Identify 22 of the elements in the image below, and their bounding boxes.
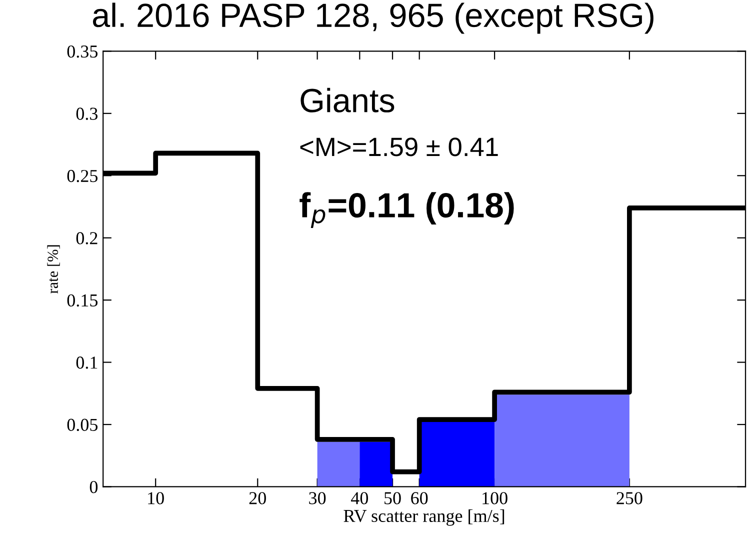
x-tick-label: 40 [350,492,368,504]
x-tick-label: 20 [249,492,266,504]
y-tick-label: 0.3 [76,108,98,120]
chart-title: al. 2016 PASP 128, 965 (except RSG) [92,2,654,34]
x-axis-title: RV scatter range [m/s] [344,509,504,526]
x-tick-label: 30 [309,492,326,504]
y-axis-title: rate [%] [47,245,60,294]
x-tick-label: 50 [384,492,401,504]
x-tick-label: 10 [148,492,164,504]
annotation: Giants [300,88,394,112]
y-tick-label: 0.2 [76,232,98,244]
x-tick-label: 250 [616,492,642,504]
y-tick-label: 0.15 [67,294,98,307]
y-tick-label: 0.35 [67,45,98,58]
x-tick-label: 100 [482,492,508,504]
y-tick-label: 0.25 [67,170,98,182]
annotation: <M>=1.59 ± 0.41 [300,138,498,156]
annotation: f$_{p}$=0.11 (0.18) [300,192,514,228]
x-tick-label: 60 [411,492,428,504]
y-tick-label: 0.1 [76,356,98,369]
y-tick-label: 0 [90,480,98,494]
y-tick-label: 0.05 [67,418,98,432]
